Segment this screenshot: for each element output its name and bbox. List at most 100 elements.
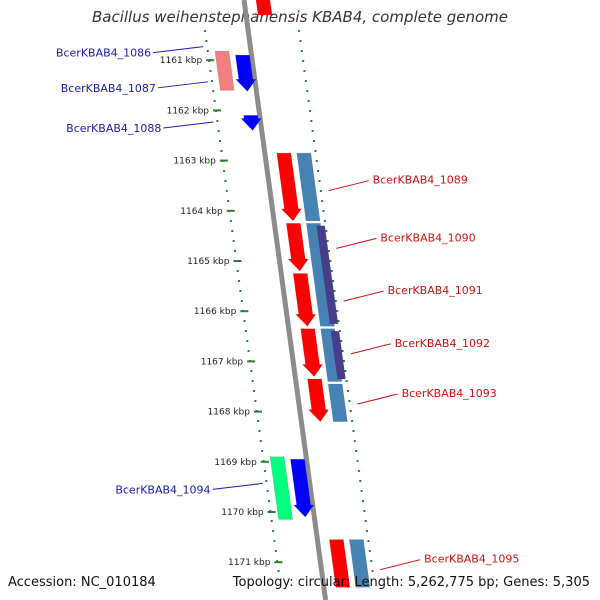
- tick-dot: [317, 170, 320, 172]
- leader-line: [336, 237, 377, 249]
- tick-dot: [257, 420, 260, 422]
- tick-dot: [347, 390, 350, 392]
- tick-dot: [345, 380, 348, 382]
- tick-dot: [337, 320, 340, 322]
- tick-dot: [314, 150, 317, 152]
- gene-label-right: BcerKBAB4_1095: [424, 553, 519, 566]
- tick-dot: [342, 360, 345, 362]
- feature-bcerkbab4_1091: [292, 273, 317, 327]
- tick-dot: [307, 100, 310, 102]
- feature-bcerkbab4_1094: [290, 458, 315, 518]
- leader-line: [379, 559, 421, 571]
- leader-line: [343, 290, 384, 302]
- tick-dot: [351, 420, 354, 422]
- tick-dot: [220, 150, 223, 152]
- tick-dot: [298, 30, 301, 32]
- feature-bcerkbab4_1086: [214, 50, 235, 91]
- tick-dot: [238, 280, 241, 282]
- feature-bcerkbab4_1090: [286, 223, 309, 272]
- tick-dot: [352, 430, 355, 432]
- feature-top: [255, 0, 273, 16]
- tick-dot: [261, 450, 264, 452]
- tick-dot: [303, 70, 306, 72]
- feature-bcerkbab4_1092: [330, 330, 346, 380]
- tick-label: 1167 kbp: [201, 357, 244, 367]
- genes-label: Genes:: [503, 575, 549, 590]
- tick-dot: [258, 430, 261, 432]
- tick-dot: [212, 90, 215, 92]
- tick-dot: [229, 220, 232, 222]
- tick-dot: [366, 530, 369, 532]
- gene-label-right: BcerKBAB4_1092: [395, 337, 490, 350]
- tick-dot: [310, 120, 313, 122]
- tick-dot: [268, 500, 270, 502]
- tick-dot: [311, 130, 314, 132]
- tick-dot: [244, 330, 247, 332]
- tick-dot: [367, 540, 370, 542]
- leader-line: [153, 46, 204, 54]
- tick-label: 1161 kbp: [160, 56, 203, 66]
- tick-dot: [330, 270, 333, 272]
- tick-dot: [274, 550, 277, 552]
- tick-dot: [246, 340, 249, 342]
- gene-label-right: BcerKBAB4_1093: [402, 387, 497, 400]
- tick-dot: [250, 370, 253, 372]
- tick-dot: [216, 120, 219, 122]
- label-layer: BcerKBAB4_1086 BcerKBAB4_1087 BcerKBAB4_10…: [56, 46, 519, 571]
- tick-dot: [299, 40, 302, 42]
- tick-dot: [319, 190, 322, 192]
- tick-dot: [270, 520, 273, 522]
- tick-layer: 1161 kbp 1162 kbp 1163 kbp 1164 kbp 1165 kbp…: [160, 30, 374, 572]
- tick-dot: [234, 250, 236, 252]
- tick-dot: [224, 180, 227, 182]
- tick-dot: [371, 570, 374, 572]
- tick-dot: [209, 70, 212, 72]
- feature-bcerkbab4_1088: [240, 115, 262, 131]
- tick-dot: [326, 240, 329, 242]
- leader-line: [350, 343, 391, 355]
- tick-dot: [364, 520, 367, 522]
- tick-label: 1169 kbp: [214, 458, 257, 468]
- tick-label: 1168 kbp: [208, 408, 251, 418]
- feature-bcerkbab4_1093: [307, 378, 330, 423]
- tick-dot: [334, 300, 337, 302]
- tick-dot: [243, 320, 246, 322]
- tick-dot: [231, 230, 234, 232]
- tick-dot: [304, 80, 307, 82]
- tick-dot: [225, 190, 228, 192]
- tick-dot: [363, 510, 366, 512]
- leader-line: [157, 81, 209, 89]
- tick-dot: [355, 450, 358, 452]
- length-label: Length:: [354, 575, 404, 590]
- backbone-line: [241, 0, 329, 600]
- tick-dot: [251, 380, 254, 382]
- tick-dot: [368, 550, 371, 552]
- tick-dot: [338, 330, 341, 332]
- tick-dot: [348, 400, 351, 402]
- tick-label: 1166 kbp: [194, 307, 237, 317]
- feature-bcerkbab4_1093: [327, 383, 348, 422]
- feature-bcerkbab4_1089: [296, 152, 321, 222]
- feature-bcerkbab4_1089: [276, 152, 302, 222]
- leader-line: [212, 482, 263, 490]
- tick-dot: [300, 50, 303, 52]
- gene-label-left: BcerKBAB4_1088: [66, 122, 161, 135]
- tick-dot: [266, 490, 269, 492]
- feature-bcerkbab4_1086: [235, 54, 257, 92]
- tick-label: 1171 kbp: [228, 558, 271, 568]
- tick-dot: [333, 290, 336, 292]
- tick-dot: [357, 470, 360, 472]
- tick-dot: [344, 370, 347, 372]
- accession-info: Accession: NC_010184: [8, 575, 156, 590]
- tick-dot: [356, 460, 359, 462]
- tick-dot: [277, 570, 280, 572]
- tick-dot: [223, 170, 226, 172]
- feature-bcerkbab4_1094: [269, 456, 293, 520]
- gene-label-right: BcerKBAB4_1091: [388, 284, 483, 297]
- tick-dot: [259, 440, 262, 442]
- tick-dot: [315, 160, 318, 162]
- tick-dot: [340, 340, 343, 342]
- tick-dot: [232, 240, 235, 242]
- tick-dot: [359, 480, 362, 482]
